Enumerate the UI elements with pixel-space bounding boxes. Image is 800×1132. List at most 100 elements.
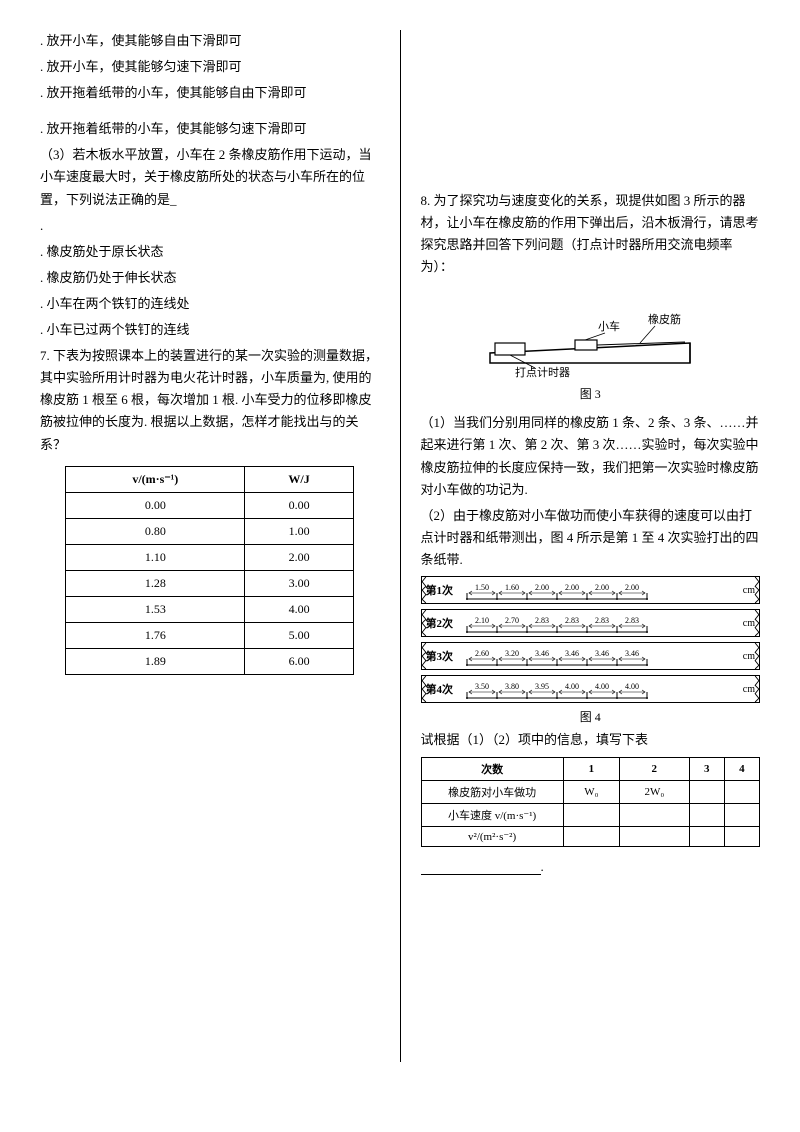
tape-label: 第2次 — [426, 615, 454, 631]
svg-text:1.50: 1.50 — [475, 583, 489, 592]
svg-text:2.70: 2.70 — [505, 616, 519, 625]
svg-text:2.60: 2.60 — [475, 649, 489, 658]
q3-option-d: . 小车已过两个铁钉的连线 — [40, 319, 380, 341]
fill-table-cell — [724, 804, 759, 827]
svg-text:2.83: 2.83 — [595, 616, 609, 625]
option-c: . 放开拖着纸带的小车，使其能够自由下滑即可 — [40, 82, 380, 104]
svg-text:4.00: 4.00 — [565, 682, 579, 691]
table-header-w: W/J — [245, 466, 354, 492]
option-b: . 放开小车，使其能够匀速下滑即可 — [40, 56, 380, 78]
svg-text:4.00: 4.00 — [625, 682, 639, 691]
table-row: 1.765.00 — [66, 622, 354, 648]
table-cell: 1.89 — [66, 648, 245, 674]
svg-text:3.46: 3.46 — [565, 649, 579, 658]
fill-table-row-label: 小车速度 v/(m·s⁻¹) — [421, 804, 563, 827]
tape-strip: 第2次2.102.702.832.832.832.83cm — [421, 609, 761, 637]
svg-text:3.46: 3.46 — [595, 649, 609, 658]
option-d: . 放开拖着纸带的小车，使其能够匀速下滑即可 — [40, 118, 380, 140]
fill-table-cell — [563, 827, 619, 847]
answer-blank — [421, 861, 541, 875]
fill-table-header: 4 — [724, 758, 759, 781]
tape-strips: 第1次1.501.602.002.002.002.00cm第2次2.102.70… — [421, 576, 761, 703]
figure-3: 小车 橡皮筋 打点计时器 图 3 — [421, 288, 761, 402]
left-column: . 放开小车，使其能够自由下滑即可 . 放开小车，使其能够匀速下滑即可 . 放开… — [40, 30, 380, 1102]
table-cell: 1.76 — [66, 622, 245, 648]
right-column: 8. 为了探究功与速度变化的关系，现提供如图 3 所示的器材，让小车在橡皮筋的作… — [421, 30, 761, 1102]
q8-stem: 8. 为了探究功与速度变化的关系，现提供如图 3 所示的器材，让小车在橡皮筋的作… — [421, 190, 761, 278]
svg-text:3.50: 3.50 — [475, 682, 489, 691]
fill-table-header: 3 — [689, 758, 724, 781]
q7-stem: 7. 下表为按照课本上的装置进行的某一次实验的测量数据，其中实验所用计时器为电火… — [40, 345, 380, 455]
svg-text:2.83: 2.83 — [565, 616, 579, 625]
fill-table-row-label: 橡皮筋对小车做功 — [421, 781, 563, 804]
svg-text:3.80: 3.80 — [505, 682, 519, 691]
fig3-caption: 图 3 — [421, 385, 761, 402]
table-cell: 1.53 — [66, 596, 245, 622]
table-row: 0.000.00 — [66, 492, 354, 518]
table-header-v: v/(m·s⁻¹) — [66, 466, 245, 492]
q3-text: （3）若木板水平放置，小车在 2 条橡皮筋作用下运动，当小车速度最大时，关于橡皮… — [40, 144, 380, 210]
tape-label: 第4次 — [426, 681, 454, 697]
table-cell: 1.28 — [66, 570, 245, 596]
svg-text:橡皮筋: 橡皮筋 — [648, 312, 681, 326]
fill-table-cell — [689, 804, 724, 827]
svg-text:2.83: 2.83 — [625, 616, 639, 625]
table-cell: 1.10 — [66, 544, 245, 570]
svg-text:2.10: 2.10 — [475, 616, 489, 625]
fill-table-row-label: v²/(m²·s⁻²) — [421, 827, 563, 847]
fill-table-header: 1 — [563, 758, 619, 781]
svg-text:小车: 小车 — [598, 319, 620, 333]
tape-strip: 第1次1.501.602.002.002.002.00cm — [421, 576, 761, 604]
table-cell: 1.00 — [245, 518, 354, 544]
table-cell: 5.00 — [245, 622, 354, 648]
fill-table-cell — [563, 804, 619, 827]
svg-text:1.60: 1.60 — [505, 583, 519, 592]
fill-table-header: 次数 — [421, 758, 563, 781]
tape-strip: 第3次2.603.203.463.463.463.46cm — [421, 642, 761, 670]
incline-diagram: 小车 橡皮筋 打点计时器 — [480, 288, 700, 378]
fill-table-cell — [619, 804, 689, 827]
table-row: 1.102.00 — [66, 544, 354, 570]
svg-text:2.83: 2.83 — [535, 616, 549, 625]
table-row: 1.896.00 — [66, 648, 354, 674]
table-cell: 2.00 — [245, 544, 354, 570]
svg-text:3.20: 3.20 — [505, 649, 519, 658]
q3-blank: . — [40, 215, 380, 237]
fill-table-cell — [724, 827, 759, 847]
svg-text:2.00: 2.00 — [535, 583, 549, 592]
tape-label: 第3次 — [426, 648, 454, 664]
q3-option-a: . 橡皮筋处于原长状态 — [40, 241, 380, 263]
table-cell: 0.80 — [66, 518, 245, 544]
svg-text:打点计时器: 打点计时器 — [515, 365, 570, 378]
q7-data-table: v/(m·s⁻¹) W/J 0.000.000.801.001.102.001.… — [65, 466, 354, 675]
q8-part1: （1）当我们分别用同样的橡皮筋 1 条、2 条、3 条、……并起来进行第 1 次… — [421, 412, 761, 500]
svg-text:2.00: 2.00 — [595, 583, 609, 592]
svg-text:3.95: 3.95 — [535, 682, 549, 691]
svg-text:3.46: 3.46 — [625, 649, 639, 658]
fig4-caption: 图 4 — [421, 708, 761, 725]
fill-table-cell: 2W₀ — [619, 781, 689, 804]
tape-strip: 第4次3.503.803.954.004.004.00cm — [421, 675, 761, 703]
svg-text:2.00: 2.00 — [625, 583, 639, 592]
column-divider — [400, 30, 401, 1062]
svg-text:3.46: 3.46 — [535, 649, 549, 658]
svg-text:4.00: 4.00 — [595, 682, 609, 691]
table-cell: 0.00 — [66, 492, 245, 518]
q8-fill-prompt: 试根据（1）（2）项中的信息，填写下表 — [421, 729, 761, 751]
q8-part2: （2）由于橡皮筋对小车做功而使小车获得的速度可以由打点计时器和纸带测出，图 4 … — [421, 505, 761, 571]
trailing-period: . — [541, 859, 544, 874]
tape-label: 第1次 — [426, 582, 454, 598]
fill-table-cell — [689, 827, 724, 847]
svg-text:2.00: 2.00 — [565, 583, 579, 592]
fill-table: 次数1234 橡皮筋对小车做功W₀2W₀ 小车速度 v/(m·s⁻¹) v²/(… — [421, 757, 761, 847]
table-cell: 3.00 — [245, 570, 354, 596]
q3-option-b: . 橡皮筋仍处于伸长状态 — [40, 267, 380, 289]
table-row: 1.283.00 — [66, 570, 354, 596]
table-cell: 4.00 — [245, 596, 354, 622]
option-a: . 放开小车，使其能够自由下滑即可 — [40, 30, 380, 52]
table-row: 0.801.00 — [66, 518, 354, 544]
table-cell: 6.00 — [245, 648, 354, 674]
table-row: 1.534.00 — [66, 596, 354, 622]
fill-table-cell: W₀ — [563, 781, 619, 804]
q3-option-c: . 小车在两个铁钉的连线处 — [40, 293, 380, 315]
